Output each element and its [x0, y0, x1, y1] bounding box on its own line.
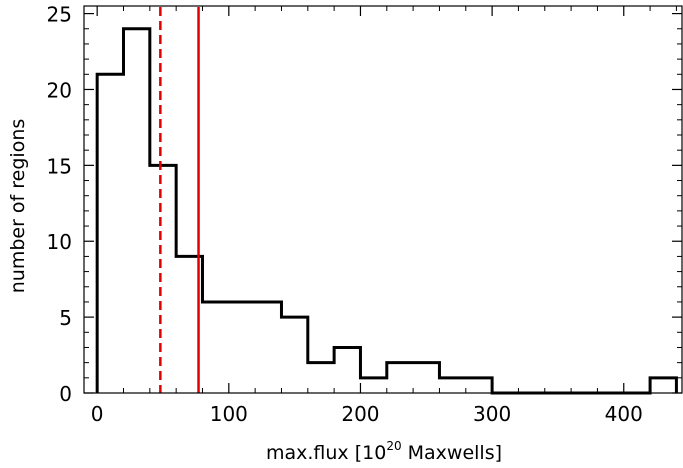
y-tick-label: 20 [47, 78, 72, 102]
histogram-bar [466, 378, 492, 393]
histogram-bar [360, 378, 386, 393]
histogram-bar [123, 29, 149, 393]
x-tick-labels: 0 100 200 300 400 [91, 402, 643, 426]
histogram-bar [650, 378, 676, 393]
x-axis-label-unit-close: Maxwells] [402, 442, 502, 464]
x-tick-label: 400 [605, 402, 643, 426]
y-tick-labels: 0 5 10 15 20 25 [47, 3, 72, 406]
histogram-bars [95, 27, 678, 395]
histogram-bar [202, 302, 228, 393]
x-axis-label-unit-open: [10 [355, 442, 387, 464]
histogram-bar [255, 302, 281, 393]
histogram-bar [97, 74, 123, 393]
x-tick-label: 0 [91, 402, 104, 426]
x-axis-label-name: max.flux [266, 442, 349, 464]
x-tick-label: 200 [341, 402, 379, 426]
reference-lines [159, 7, 200, 393]
histogram-bar [150, 165, 176, 393]
y-tick-label: 5 [59, 306, 72, 330]
x-axis-label-unit-exponent: 20 [386, 439, 401, 453]
x-tick-label: 300 [473, 402, 511, 426]
x-axis-label: max.flux [1020 Maxwells] [266, 439, 502, 464]
y-axis-label: number of regions [7, 119, 29, 294]
y-tick-label: 25 [47, 3, 72, 27]
histogram-bar [281, 317, 307, 393]
histogram-bar [387, 363, 413, 393]
histogram-bar [229, 302, 255, 393]
histogram-bar [308, 363, 334, 393]
histogram-bar [439, 378, 465, 393]
y-tick-label: 0 [59, 382, 72, 406]
plot-frame [83, 5, 683, 394]
histogram-bar [334, 347, 360, 393]
x-tick-label: 100 [210, 402, 248, 426]
y-tick-label: 15 [47, 154, 72, 178]
histogram-bar [413, 363, 439, 393]
y-tick-label: 10 [47, 230, 72, 254]
